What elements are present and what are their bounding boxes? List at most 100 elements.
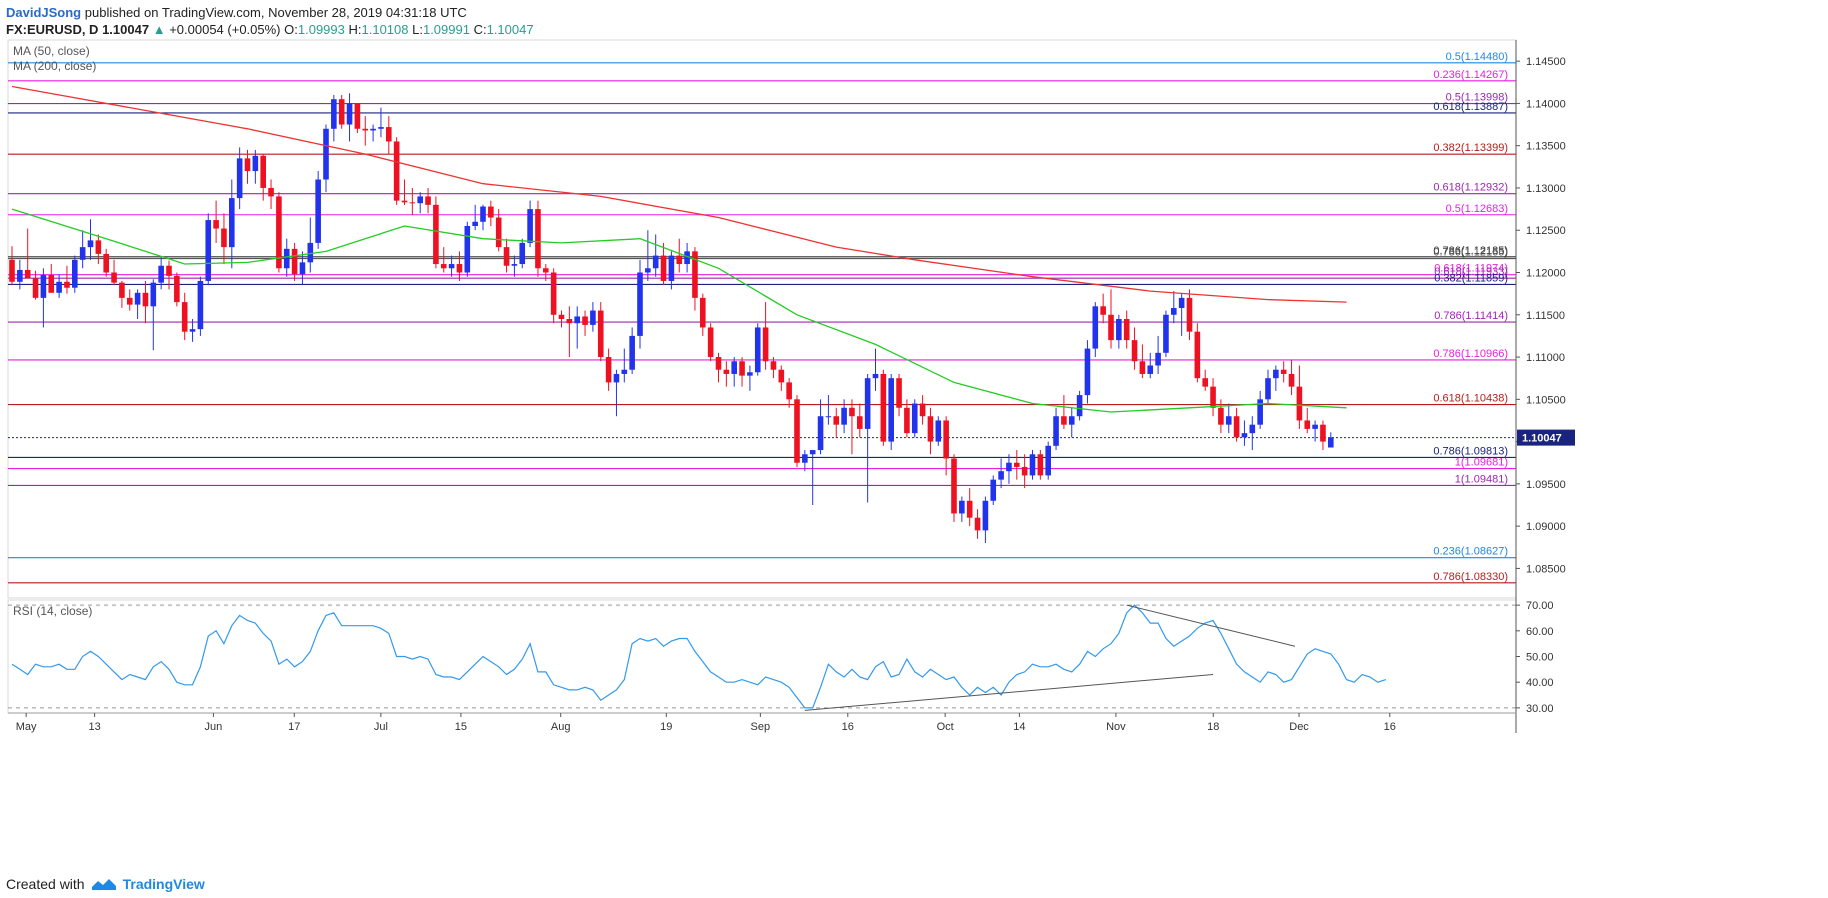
price-tick-label: 1.10500 — [1526, 394, 1566, 406]
candle-body — [739, 361, 745, 376]
candle-body — [652, 255, 659, 269]
tradingview-brand[interactable]: TradingView — [122, 876, 205, 892]
candle-body — [17, 269, 23, 282]
candle-body — [904, 407, 910, 434]
time-tick-label: Aug — [551, 721, 571, 733]
candle-body — [417, 196, 423, 204]
candle-body — [205, 220, 212, 281]
candle-body — [440, 264, 447, 269]
candle-body — [857, 416, 863, 429]
candle-body — [495, 217, 502, 248]
candle-body — [464, 226, 471, 273]
low-label: L: — [412, 22, 423, 37]
published-text: published on TradingView.com, November 2… — [84, 5, 467, 20]
price-tick-label: 1.13000 — [1526, 183, 1566, 195]
candle-body — [409, 202, 416, 204]
candle-body — [236, 158, 243, 199]
fib-level-label: 0.382(1.13399) — [1433, 142, 1508, 154]
candle-body — [550, 272, 557, 315]
candle-body — [1288, 373, 1295, 387]
candle-body — [645, 268, 651, 273]
price-tick-label: 1.12000 — [1526, 268, 1566, 280]
fib-level-label: 0.786(1.10966) — [1433, 348, 1508, 360]
candle-body — [142, 292, 149, 307]
price-tick-label: 1.08500 — [1526, 563, 1566, 575]
candle-body — [9, 259, 15, 282]
candle-body — [268, 187, 274, 197]
candle-body — [1171, 308, 1177, 315]
last-price-badge-label: 1.10047 — [1522, 433, 1562, 445]
legend-ma50: MA (50, close) — [13, 44, 90, 58]
candle-body — [723, 369, 730, 374]
candle-body — [433, 204, 439, 265]
candle-body — [770, 361, 777, 370]
candle-body — [519, 242, 526, 265]
candle-body — [276, 196, 282, 269]
candle-body — [1123, 319, 1130, 341]
fib-level-label: 0.618(1.11974) — [1434, 263, 1508, 275]
candle-body — [370, 128, 376, 131]
candle-body — [1021, 466, 1028, 476]
candle-body — [150, 282, 157, 307]
candle-body — [1304, 420, 1311, 429]
rsi-resistance-trendline — [1126, 604, 1296, 647]
time-tick-label: Dec — [1289, 721, 1309, 733]
candle-body — [346, 103, 353, 125]
author-link[interactable]: DavidJSong — [6, 5, 82, 20]
candle-body — [197, 280, 204, 330]
candle-body — [95, 240, 102, 254]
candle-body — [786, 382, 792, 400]
candle-body — [692, 251, 698, 298]
time-tick-label: Jun — [205, 721, 223, 733]
candle-body — [597, 310, 604, 358]
last-price: 1.10047 — [102, 22, 150, 37]
rsi-tick-label: 40.00 — [1526, 677, 1554, 689]
candle-body — [605, 357, 612, 383]
candle-body — [87, 240, 94, 248]
price-tick-label: 1.13500 — [1526, 141, 1566, 153]
candle-body — [393, 141, 400, 201]
candle-body — [378, 127, 384, 129]
fib-level-label: 1(1.09481) — [1455, 473, 1508, 485]
candle-body — [1249, 424, 1256, 434]
candle-body — [252, 155, 259, 172]
price-pane — [7, 39, 1517, 599]
candle-body — [1084, 348, 1091, 396]
candle-body — [1006, 462, 1012, 472]
close-value: 1.10047 — [486, 22, 534, 37]
fib-level-label: 0.5(1.12683) — [1446, 203, 1508, 215]
candle-body — [166, 265, 172, 276]
candle-body — [229, 198, 235, 248]
candle-body — [1068, 416, 1075, 425]
candle-body — [802, 454, 808, 463]
candle-body — [1155, 352, 1161, 366]
candle-body — [338, 99, 345, 125]
legend-rsi: RSI (14, close) — [13, 604, 92, 618]
candle-body — [72, 259, 78, 288]
candle-body — [1233, 416, 1240, 438]
footer: Created with TradingView — [6, 876, 205, 892]
rsi-pane — [7, 599, 1517, 714]
close-label: C: — [473, 22, 487, 37]
candle-body — [134, 292, 141, 305]
candle-body — [456, 264, 463, 273]
candle-body — [1280, 369, 1287, 374]
candle-body — [1076, 395, 1083, 417]
candle-body — [543, 268, 549, 273]
candle-body — [684, 251, 690, 265]
ma50-line — [11, 208, 1347, 413]
candle-body — [590, 310, 596, 325]
candle-body — [1029, 454, 1036, 476]
candle-body — [331, 99, 337, 129]
symbol-label[interactable]: FX:EURUSD, D — [6, 22, 99, 37]
candle-body — [566, 319, 573, 324]
open-value: 1.09993 — [297, 22, 345, 37]
candle-body — [1265, 378, 1271, 400]
price-tick-label: 1.12500 — [1526, 225, 1566, 237]
candle-body — [809, 450, 816, 455]
candle-body — [558, 314, 565, 319]
fib-level-label: 0.786(1.12165) — [1433, 247, 1508, 259]
candle-body — [943, 420, 949, 459]
fib-level-label: 1(1.09681) — [1455, 457, 1508, 469]
